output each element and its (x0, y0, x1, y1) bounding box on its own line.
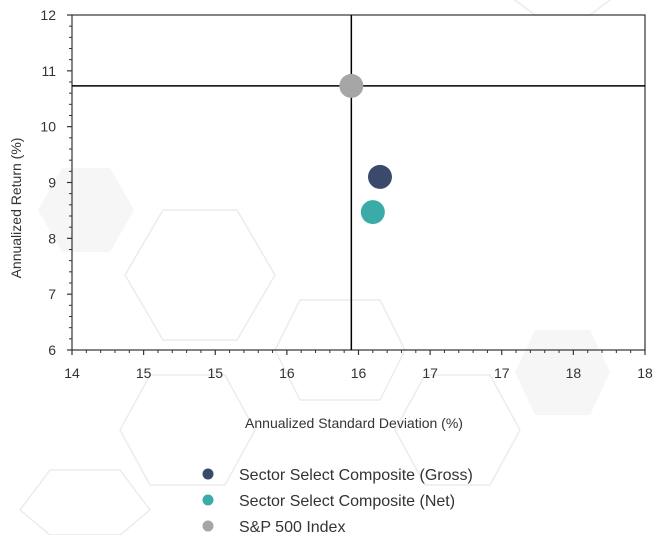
x-tick-label: 15 (207, 365, 223, 381)
y-tick-label: 12 (40, 7, 56, 23)
x-tick-label: 16 (351, 365, 367, 381)
y-tick-label: 11 (41, 63, 56, 79)
x-tick-label: 14 (64, 365, 80, 381)
data-point (367, 164, 392, 189)
y-tick-label: 10 (40, 119, 56, 135)
data-point (339, 73, 364, 98)
x-tick-label: 17 (422, 365, 438, 381)
y-tick-label: 8 (48, 230, 56, 246)
x-axis-ticks: 14 15 15 16 16 17 17 18 18 (64, 350, 653, 381)
x-tick-label: 16 (279, 365, 295, 381)
y-tick-label: 7 (48, 286, 56, 302)
legend: Sector Select Composite (Gross) Sector Se… (202, 467, 473, 535)
y-tick-label: 6 (48, 342, 56, 358)
data-point (360, 200, 385, 225)
legend-marker (202, 494, 214, 506)
legend-label: Sector Select Composite (Gross) (239, 467, 473, 484)
x-tick-label: 18 (566, 365, 582, 381)
x-axis-title: Annualized Standard Deviation (%) (245, 415, 463, 431)
y-axis-title: Annualized Return (%) (8, 138, 24, 279)
legend-marker (202, 520, 214, 532)
legend-label: S&P 500 Index (239, 519, 345, 535)
legend-marker (202, 468, 214, 480)
y-tick-label: 9 (48, 175, 56, 191)
hexagon-background-pattern (18, 0, 612, 535)
legend-label: Sector Select Composite (Net) (239, 493, 455, 510)
data-points (339, 73, 392, 225)
x-tick-label: 15 (136, 365, 152, 381)
x-tick-label: 17 (494, 365, 510, 381)
x-tick-label: 18 (637, 365, 653, 381)
y-axis-ticks: 6 7 8 9 10 11 12 (40, 7, 72, 358)
